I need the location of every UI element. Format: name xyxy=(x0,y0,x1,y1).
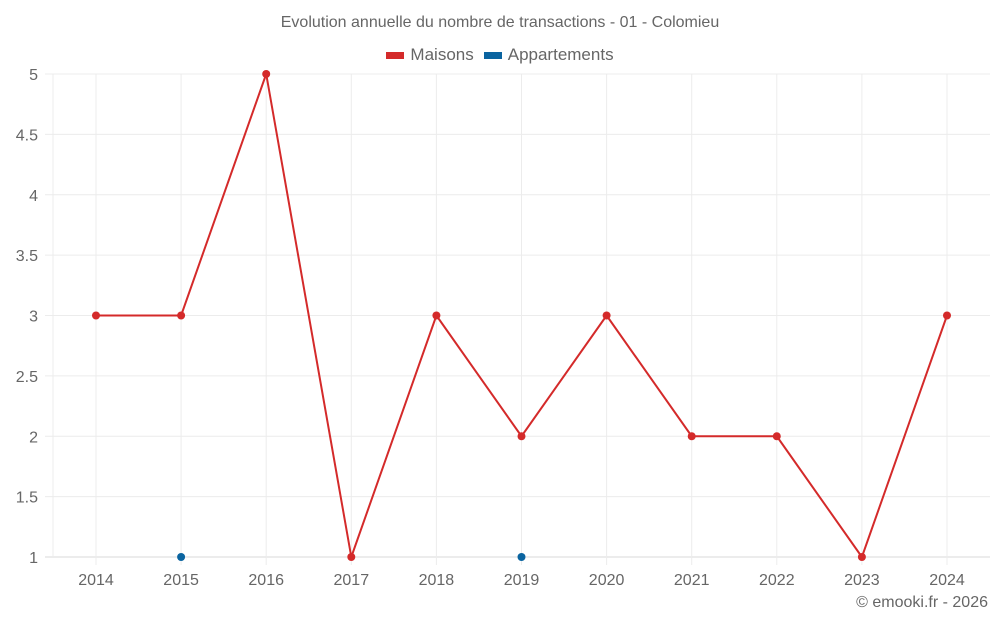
legend-label: Maisons xyxy=(410,45,474,64)
x-tick-label: 2021 xyxy=(674,572,710,589)
data-point xyxy=(432,311,441,320)
data-point xyxy=(177,311,186,320)
data-point xyxy=(517,432,526,441)
legend: Maisons Appartements xyxy=(0,45,1000,65)
y-tick-label: 2.5 xyxy=(16,369,38,386)
data-point xyxy=(943,311,951,320)
x-tick-label: 2024 xyxy=(929,572,965,589)
legend-swatch-appartements xyxy=(483,51,502,59)
data-point xyxy=(857,553,866,561)
x-tick-label: 2019 xyxy=(504,572,540,589)
y-tick-label: 2 xyxy=(29,429,38,446)
y-tick-label: 3 xyxy=(29,309,38,326)
y-tick-label: 3.5 xyxy=(16,248,38,265)
data-point xyxy=(602,311,611,320)
y-tick-label: 4.5 xyxy=(16,127,38,144)
y-tick-label: 1 xyxy=(29,550,38,567)
legend-item-maisons[interactable]: Maisons xyxy=(386,45,474,65)
data-point xyxy=(772,432,781,441)
x-tick-label: 2022 xyxy=(759,572,795,589)
y-tick-label: 5 xyxy=(29,67,38,84)
x-tick-label: 2020 xyxy=(589,572,625,589)
data-point xyxy=(347,553,356,561)
x-tick-label: 2018 xyxy=(419,572,455,589)
data-point xyxy=(517,553,526,561)
x-tick-label: 2023 xyxy=(844,572,880,589)
credit-text: © emooki.fr - 2026 xyxy=(856,594,988,611)
x-tick-label: 2015 xyxy=(163,572,199,589)
chart-title: Evolution annuelle du nombre de transact… xyxy=(280,14,720,31)
y-tick-label: 1.5 xyxy=(16,490,38,507)
data-point xyxy=(687,432,696,441)
x-tick-label: 2016 xyxy=(248,572,284,589)
legend-swatch-maisons xyxy=(386,51,405,59)
data-point xyxy=(92,311,100,320)
data-point xyxy=(262,70,271,78)
legend-item-appartements[interactable]: Appartements xyxy=(483,45,614,65)
x-tick-label: 2017 xyxy=(334,572,370,589)
x-tick-label: 2014 xyxy=(78,572,114,589)
data-point xyxy=(177,553,186,561)
legend-label: Appartements xyxy=(507,45,614,64)
y-tick-label: 4 xyxy=(29,188,38,205)
